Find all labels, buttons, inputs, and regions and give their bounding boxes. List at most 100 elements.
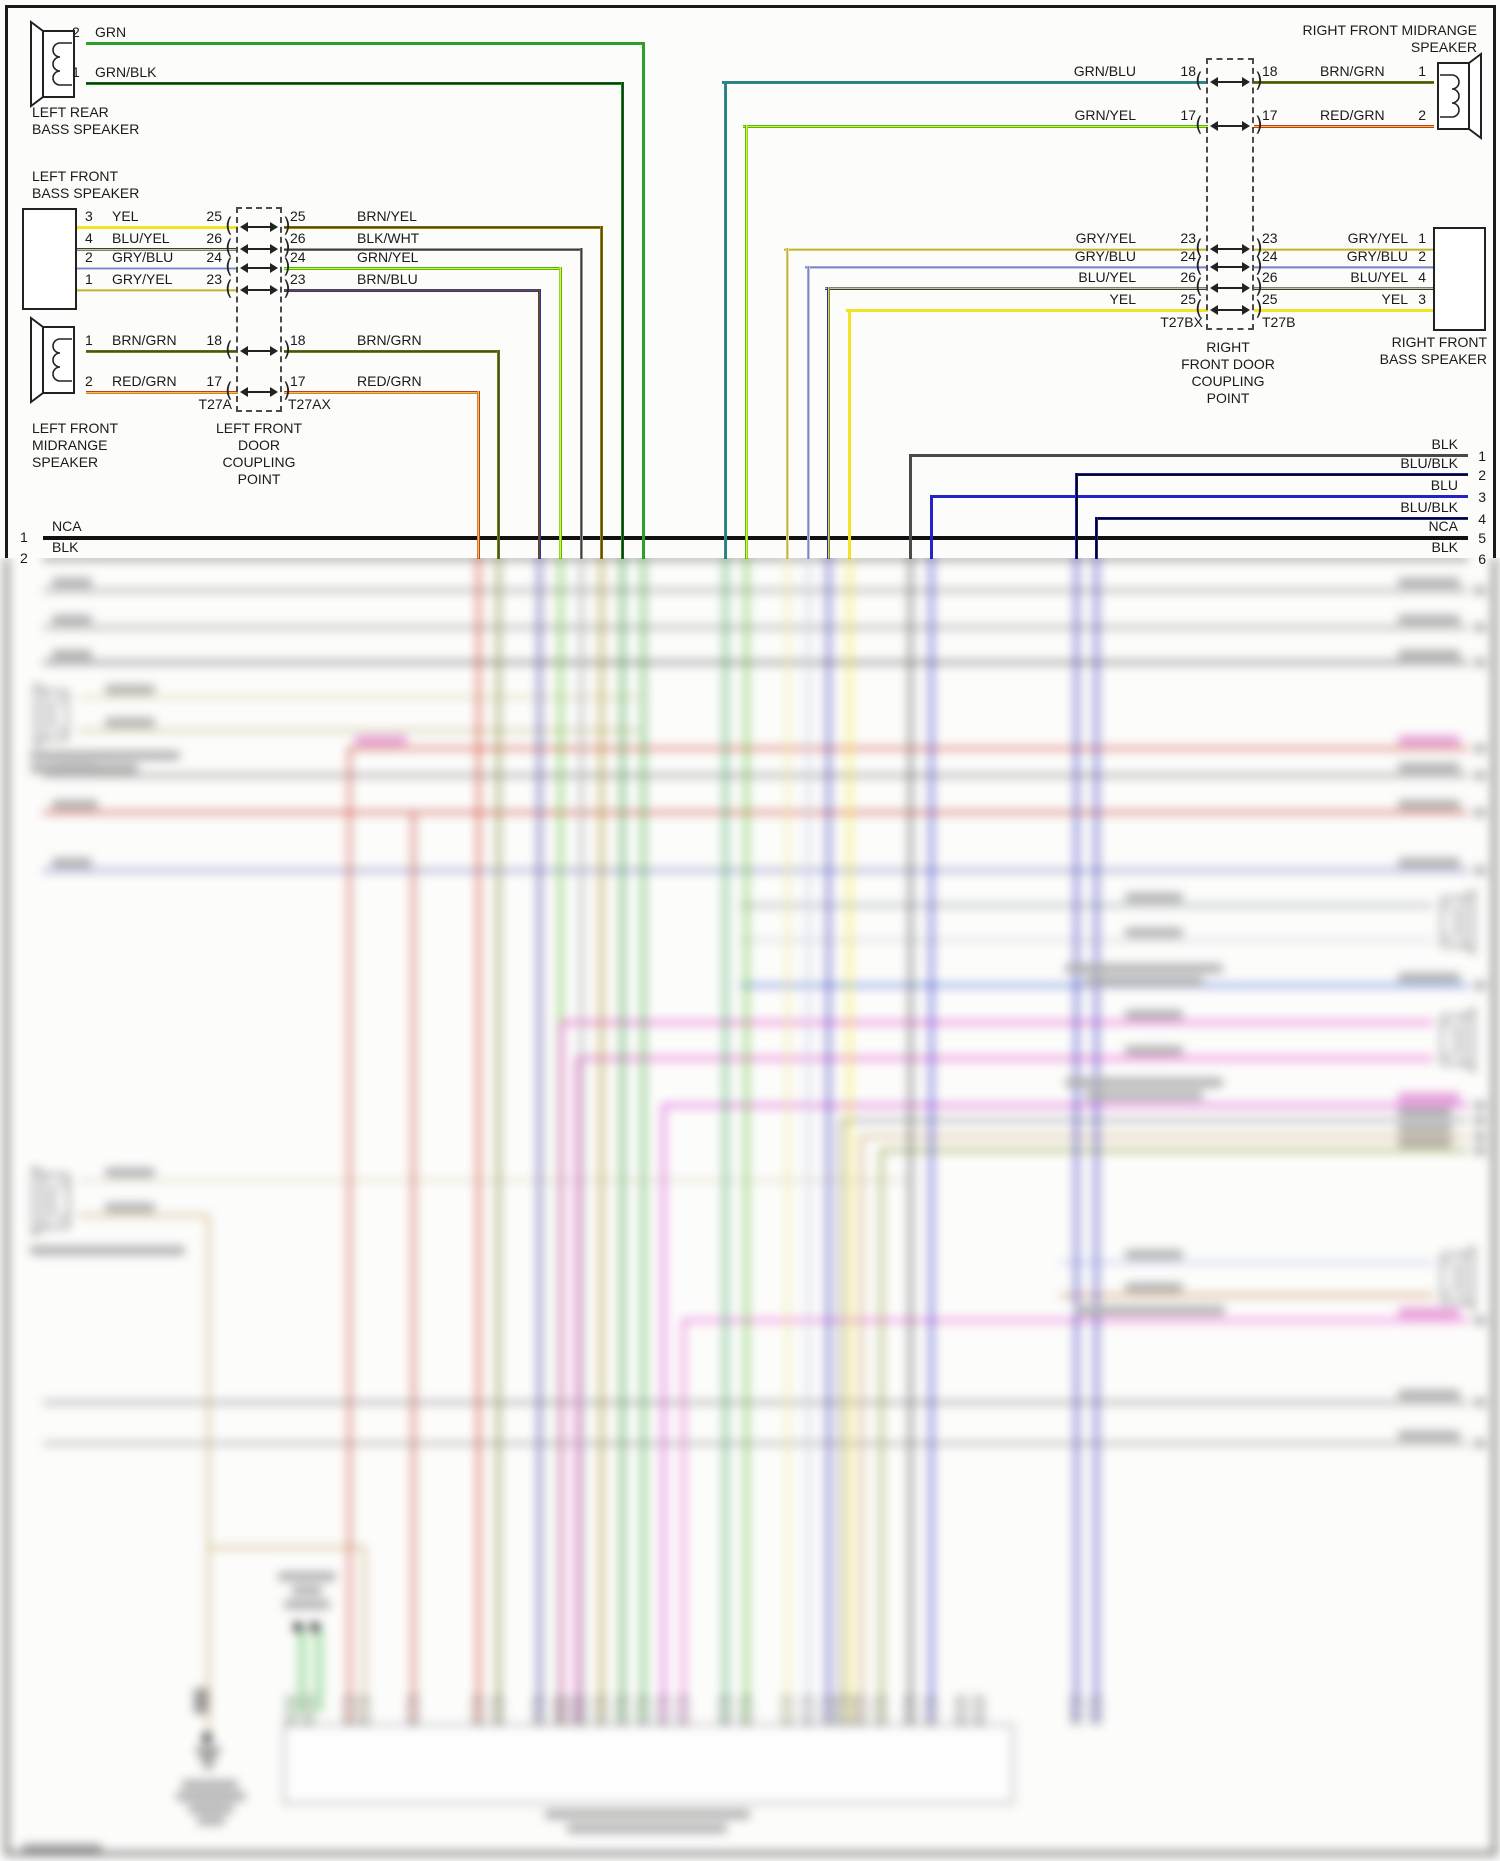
wire-gry_blu <box>77 267 238 270</box>
blur-text-bar <box>22 1844 102 1852</box>
coupling-arrow <box>240 263 278 273</box>
coupling-bracket-right: ) <box>1255 274 1263 298</box>
pin-number: 4 <box>1418 269 1426 285</box>
pin-number: 2 <box>85 249 93 265</box>
blur-text-bar <box>52 650 92 659</box>
pin-number: 3 <box>85 208 93 224</box>
speaker-icon <box>30 20 80 108</box>
blur-text-bar <box>105 685 155 694</box>
amp-connector-pin <box>658 1696 668 1724</box>
blur-text-bar <box>1398 1431 1460 1440</box>
wire-grn_yel2-vertical <box>745 125 748 559</box>
blur-text-bar <box>1474 1146 1486 1155</box>
junction-dot <box>202 1733 212 1743</box>
pin-number: 26 <box>206 230 222 246</box>
wire-brn_grn-vertical <box>497 350 500 559</box>
wire-red_grn-vertical <box>477 391 480 559</box>
blur-wire-vertical <box>363 1547 366 1700</box>
wire-label: T27A <box>198 396 232 412</box>
blur-wire-vertical <box>840 1120 843 1700</box>
amp-connector-pin <box>408 1696 418 1724</box>
wire-label: YEL <box>1109 291 1136 307</box>
speaker-icon <box>30 316 80 404</box>
wire-label: BLK <box>52 539 79 555</box>
blur-wire-vertical <box>724 558 727 1700</box>
coupling-arrow <box>1210 283 1250 293</box>
blur-text-bar <box>105 1203 155 1212</box>
wire-label: RED/GRN <box>1320 107 1385 123</box>
pin-number: 18 <box>1262 63 1278 79</box>
blur-wire-row <box>43 1401 1468 1404</box>
blur-wire-row <box>860 1135 1468 1138</box>
coupling-arrow <box>240 346 278 356</box>
coupling-bracket-right: ) <box>283 337 291 361</box>
left-rear-speaker-label: LEFT REAR BASS SPEAKER <box>32 104 140 137</box>
blur-wire-vertical <box>580 558 583 1700</box>
blur-text-bar <box>1474 658 1486 667</box>
blur-text-bar <box>1125 1250 1183 1259</box>
frame-top <box>5 5 1496 8</box>
blur-text-bar <box>292 1586 322 1595</box>
blur-wire-row <box>43 661 1468 664</box>
wire-label: GRY/YEL <box>1075 230 1136 246</box>
blur-wire-row <box>740 939 1433 942</box>
blur-text-bar <box>1474 1316 1486 1325</box>
blur-wire-row <box>1060 1261 1433 1264</box>
wire-label: YEL <box>112 208 139 224</box>
speaker-icon <box>1433 1246 1479 1310</box>
blur-text-bar <box>1125 928 1183 937</box>
wire-brn_grn <box>284 350 500 353</box>
wire-yel <box>1254 309 1435 312</box>
wire-label: BRN/GRN <box>357 332 422 348</box>
amp-connector-pin <box>974 1696 984 1724</box>
blur-wire-vertical <box>600 558 603 1700</box>
blur-text-bar <box>1398 1108 1452 1117</box>
blur-text-bar <box>1398 578 1460 587</box>
wire-yel <box>846 309 1208 312</box>
wire-label: BLU/YEL <box>1350 269 1408 285</box>
pin-number: 26 <box>290 230 306 246</box>
wire-label: YEL <box>1381 291 1408 307</box>
pin-number: 25 <box>206 208 222 224</box>
right-front-midrange-label: RIGHT FRONT MIDRANGE SPEAKER <box>1302 22 1478 55</box>
pin-number: 1 <box>1418 230 1426 246</box>
blur-wire-row <box>740 904 1433 907</box>
wire-yel-vertical <box>848 309 851 559</box>
blur-text-bar <box>1398 1390 1460 1399</box>
wire-gry_yel <box>784 248 1208 251</box>
blur-wire-row <box>43 626 1468 629</box>
amp-connector-pin <box>572 1696 582 1724</box>
amp-connector-pin <box>596 1696 606 1724</box>
pin-number: 25 <box>1262 291 1278 307</box>
blur-text-bar <box>545 1810 750 1819</box>
pin-number: 17 <box>1180 107 1196 123</box>
wire-grn_yel2-vertical <box>559 267 562 559</box>
blur-wire-vertical <box>315 1630 323 1712</box>
blur-text-bar <box>1398 800 1460 809</box>
wire-label: BLU/BLK <box>1400 455 1458 471</box>
blur-text-bar <box>30 1246 185 1255</box>
wire-label: BLU/BLK <box>1400 499 1458 515</box>
blur-wire-vertical <box>412 812 415 1700</box>
blur-text-bar <box>1075 1306 1225 1315</box>
blur-text-bar <box>1398 1093 1460 1102</box>
speaker-icon <box>1441 1008 1475 1072</box>
pin-number: 23 <box>290 271 306 287</box>
blur-wire-vertical <box>930 558 933 1700</box>
wire-blu_blk <box>1075 473 1468 476</box>
blur-text-bar <box>1085 977 1203 986</box>
speaker-icon <box>30 683 76 747</box>
blur-text-bar <box>1474 771 1486 780</box>
coupling-arrow <box>1210 262 1250 272</box>
pin-number: 24 <box>290 249 306 265</box>
wire-nca <box>43 536 1468 540</box>
coupling-bracket-right: ) <box>1255 296 1263 320</box>
blur-wire-vertical <box>207 1215 210 1738</box>
bass-speaker-box <box>22 208 77 310</box>
wire-label: GRN/YEL <box>1074 107 1136 123</box>
amp-connector-pin <box>534 1696 544 1724</box>
blur-wire-vertical <box>642 558 645 1700</box>
coupling-bracket-right: ) <box>283 254 291 278</box>
wire-label: GRN/BLU <box>1073 63 1136 79</box>
amp-connector-pin <box>1071 1696 1081 1724</box>
